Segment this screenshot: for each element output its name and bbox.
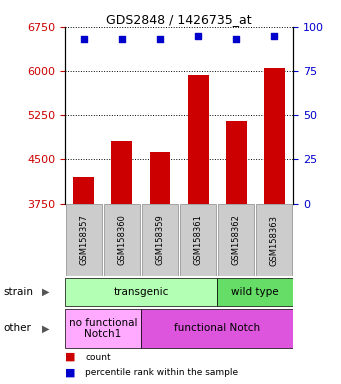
FancyBboxPatch shape bbox=[65, 204, 102, 276]
Text: wild type: wild type bbox=[232, 287, 279, 297]
Text: no functional
Notch1: no functional Notch1 bbox=[69, 318, 137, 339]
FancyBboxPatch shape bbox=[65, 278, 217, 306]
Text: strain: strain bbox=[3, 287, 33, 297]
Text: ■: ■ bbox=[65, 352, 75, 362]
Bar bbox=[226, 121, 247, 204]
Text: GSM158361: GSM158361 bbox=[194, 215, 203, 265]
Point bbox=[271, 33, 277, 39]
Text: GSM158362: GSM158362 bbox=[232, 215, 241, 265]
Text: transgenic: transgenic bbox=[113, 287, 169, 297]
Text: GSM158363: GSM158363 bbox=[270, 215, 279, 265]
Bar bbox=[264, 68, 285, 204]
Point bbox=[195, 33, 201, 39]
Text: GSM158357: GSM158357 bbox=[79, 215, 88, 265]
Point bbox=[233, 36, 239, 42]
Text: count: count bbox=[85, 353, 111, 362]
FancyBboxPatch shape bbox=[142, 204, 178, 276]
Bar bbox=[149, 152, 170, 204]
Title: GDS2848 / 1426735_at: GDS2848 / 1426735_at bbox=[106, 13, 252, 26]
Text: ■: ■ bbox=[65, 367, 75, 377]
Text: GSM158359: GSM158359 bbox=[155, 215, 164, 265]
Bar bbox=[112, 141, 132, 204]
FancyBboxPatch shape bbox=[141, 309, 293, 348]
Text: other: other bbox=[3, 323, 31, 333]
FancyBboxPatch shape bbox=[217, 278, 293, 306]
FancyBboxPatch shape bbox=[65, 309, 141, 348]
Text: ▶: ▶ bbox=[42, 287, 50, 297]
Text: ▶: ▶ bbox=[42, 323, 50, 333]
Point bbox=[119, 36, 125, 42]
Bar bbox=[73, 177, 94, 204]
Text: functional Notch: functional Notch bbox=[174, 323, 260, 333]
FancyBboxPatch shape bbox=[256, 204, 293, 276]
Point bbox=[81, 36, 87, 42]
Text: GSM158360: GSM158360 bbox=[117, 215, 127, 265]
Text: percentile rank within the sample: percentile rank within the sample bbox=[85, 368, 238, 377]
Bar bbox=[188, 75, 209, 204]
Point bbox=[157, 36, 163, 42]
FancyBboxPatch shape bbox=[218, 204, 254, 276]
FancyBboxPatch shape bbox=[104, 204, 140, 276]
FancyBboxPatch shape bbox=[180, 204, 216, 276]
